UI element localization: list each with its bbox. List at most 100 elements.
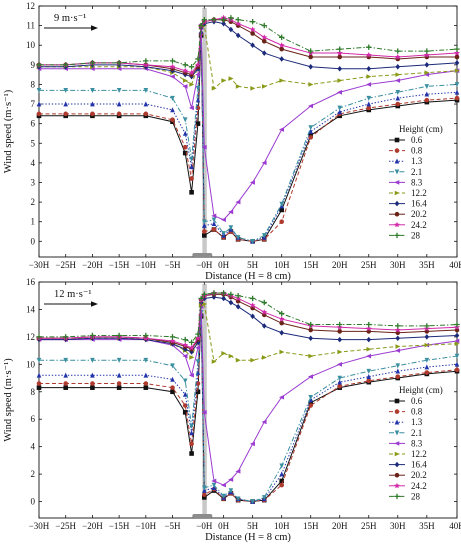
x-tick-label: 15H [303, 521, 319, 531]
data-point [454, 54, 460, 60]
data-point [423, 51, 430, 58]
data-point [221, 20, 226, 27]
legend-item-8.3: 8.3 [389, 177, 423, 187]
data-point [279, 471, 284, 477]
legend: Height (cm)0.60.81.32.18.312.216.420.224… [389, 124, 443, 240]
y-tick-label: 10 [26, 359, 36, 369]
data-point [337, 89, 343, 95]
series-line-1.3 [39, 313, 458, 503]
series-markers-28 [36, 15, 460, 70]
x-tick-label: −20H [82, 260, 103, 270]
data-point [395, 374, 401, 379]
data-point [366, 321, 372, 328]
data-point [63, 334, 69, 340]
data-point [366, 353, 372, 359]
data-point [116, 385, 122, 390]
y-tick-label: 2 [31, 469, 36, 479]
data-point [143, 372, 149, 378]
x-tick-label: 30H [390, 260, 406, 270]
data-point [36, 381, 42, 386]
y-axis-label: Wind speed (m·s⁻¹) [3, 89, 14, 173]
data-point [90, 111, 95, 117]
data-point [211, 17, 217, 23]
legend: Height (cm)0.60.81.32.18.312.216.420.224… [389, 385, 443, 501]
y-tick-label: 8 [31, 387, 36, 397]
data-point [395, 78, 401, 83]
data-point [143, 381, 149, 386]
data-point [454, 321, 460, 328]
legend-item-28: 28 [389, 230, 421, 240]
data-point [211, 217, 217, 223]
data-point [395, 368, 401, 374]
legend-marker [394, 232, 400, 239]
data-point [279, 478, 284, 484]
data-point [261, 309, 268, 315]
y-tick-label: 9 [31, 60, 36, 70]
data-point [278, 34, 285, 41]
data-point [116, 88, 122, 94]
data-point [278, 127, 284, 132]
data-point [366, 373, 372, 379]
data-point [202, 222, 207, 228]
data-point [261, 299, 267, 306]
data-point [89, 60, 96, 66]
data-point [395, 344, 401, 349]
x-tick-label: −25H [55, 260, 76, 270]
x-tick-label: −10H [136, 521, 157, 531]
data-point [228, 225, 234, 231]
wind-speed-label: 12 m·s⁻¹ [54, 289, 92, 300]
data-point [365, 51, 372, 58]
series-line-12.2 [39, 24, 458, 90]
data-point [250, 313, 255, 320]
data-point [195, 56, 201, 62]
data-point [337, 349, 343, 355]
data-point [235, 293, 241, 299]
data-point [366, 65, 372, 72]
data-point [337, 109, 343, 115]
data-point [36, 88, 42, 94]
legend-marker [394, 430, 400, 436]
data-point [36, 357, 42, 363]
wind-annotation: 9 m·s⁻¹ [44, 13, 98, 31]
data-point [189, 156, 194, 162]
legend-item-20.2: 20.2 [389, 209, 427, 219]
data-point [211, 213, 217, 219]
legend-marker [394, 472, 400, 478]
data-point [170, 363, 175, 369]
data-point [261, 38, 267, 44]
data-point [195, 105, 201, 111]
x-axis-label: Distance (H = 8 cm) [205, 271, 291, 282]
x-axis: −30H −25H −20H −15H −10H −5H −0H 0H 5H 10H 15H 20H 2… [29, 282, 461, 531]
data-point [235, 357, 241, 363]
data-point [188, 373, 194, 378]
data-point [170, 385, 175, 390]
data-point [424, 342, 430, 348]
data-point [235, 235, 241, 241]
legend-title: Height (cm) [399, 124, 443, 134]
data-point [424, 323, 430, 329]
data-point [201, 17, 208, 23]
y-tick-label: 10 [26, 40, 36, 50]
data-point [308, 63, 313, 70]
data-point [337, 54, 343, 60]
series-line-2.1 [39, 29, 458, 242]
data-point [143, 58, 149, 64]
data-point [366, 368, 372, 374]
data-point [278, 310, 285, 317]
legend-item-0.6: 0.6 [389, 396, 423, 406]
data-point [220, 482, 226, 488]
data-point [308, 82, 314, 87]
series-markers-2.1 [36, 27, 460, 245]
legend-item-0.8: 0.8 [389, 407, 423, 417]
legend-marker [394, 137, 400, 143]
data-point [279, 56, 284, 62]
legend-label: 16.4 [411, 199, 427, 209]
data-point [395, 95, 401, 101]
series-line-24.2 [39, 17, 458, 74]
data-point [189, 189, 194, 195]
data-point [337, 375, 343, 381]
data-point [189, 441, 194, 447]
data-point [249, 180, 255, 185]
y-tick-label: 12 [26, 332, 35, 342]
data-point [188, 344, 195, 351]
